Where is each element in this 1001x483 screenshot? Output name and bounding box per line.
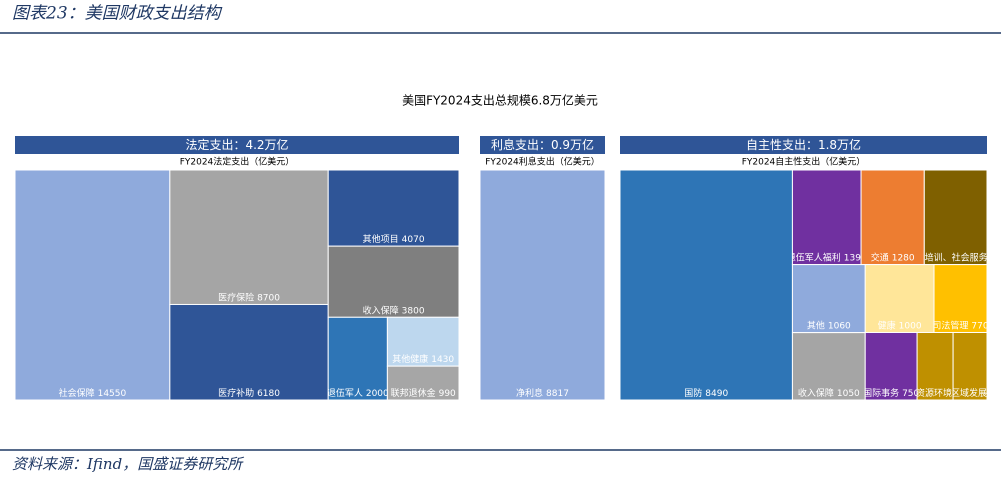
tile-value: 1000 bbox=[899, 321, 922, 331]
tile-label: 医疗补助 6180 bbox=[218, 387, 280, 399]
source: 资料来源：Ifind，国盛证券研究所 bbox=[12, 455, 244, 473]
panel-header-bar bbox=[480, 136, 605, 154]
tile-category: 其他 bbox=[807, 319, 825, 331]
treemap-tile bbox=[14, 169, 171, 401]
tile-category: 收入保障 bbox=[363, 304, 399, 316]
tile-label: 其他项目 4070 bbox=[363, 233, 425, 245]
treemap-tile bbox=[860, 169, 925, 266]
tile-category: 社会保障 bbox=[59, 387, 95, 399]
tile-category: 其他项目 bbox=[363, 233, 399, 245]
treemap-tile bbox=[169, 169, 329, 305]
tile-value: 750 bbox=[902, 389, 919, 399]
panel-title: 自主性支出：1.8万亿 bbox=[746, 137, 861, 152]
tile-label: 联邦退休金 990 bbox=[391, 387, 456, 399]
treemap-tile bbox=[791, 332, 866, 401]
treemap-tile bbox=[169, 303, 329, 401]
treemap-tile bbox=[864, 331, 918, 401]
tile-category: 教育、培训、社会服务 bbox=[898, 251, 988, 263]
tile-value: 8700 bbox=[257, 293, 280, 303]
tile-value: 1280 bbox=[892, 253, 915, 263]
tile-category: 社区区域发展 bbox=[933, 387, 987, 399]
treemap-tile bbox=[479, 169, 606, 401]
tile-label: 净利息 8817 bbox=[516, 387, 569, 399]
tile-value: 1430 bbox=[431, 355, 454, 365]
tile-category: 医疗补助 bbox=[218, 387, 254, 399]
tile-category: 联邦退休金 bbox=[391, 387, 436, 399]
page-title: 图表23：美国财政支出结构 bbox=[12, 4, 223, 24]
tile-value: 1060 bbox=[828, 321, 851, 331]
tile-label: 收入保障 1050 bbox=[798, 387, 860, 399]
tile-category: 收入保障 bbox=[798, 387, 834, 399]
tile-value: 6180 bbox=[257, 389, 280, 399]
tile-category: 国际事务 bbox=[863, 387, 899, 399]
tile-value: 1050 bbox=[837, 389, 860, 399]
tile-value: 8490 bbox=[705, 389, 728, 399]
treemap-tile bbox=[933, 264, 988, 333]
tile-category: 医疗保险 bbox=[218, 291, 254, 303]
tile-value: 1270 bbox=[991, 253, 1001, 263]
panel-header-bar bbox=[15, 136, 459, 154]
overall-title: 美国FY2024支出总规模6.8万亿美元 bbox=[402, 93, 598, 108]
tile-category: 自然资源环境 bbox=[898, 387, 952, 399]
panel-title: 利息支出：0.9万亿 bbox=[491, 137, 594, 152]
treemap-tile bbox=[619, 169, 793, 401]
tile-category: 国防 bbox=[684, 387, 702, 399]
treemap-tile bbox=[327, 245, 460, 318]
tile-value: 3800 bbox=[402, 306, 425, 316]
tile-label: 医疗保险 8700 bbox=[218, 291, 280, 303]
tile-category: 净利息 bbox=[516, 387, 543, 399]
tile-label: 其他 1060 bbox=[807, 319, 851, 331]
tile-value: 490 bbox=[990, 389, 1001, 399]
panel-subtitle: FY2024自主性支出（亿美元） bbox=[742, 156, 866, 168]
tile-value: 770 bbox=[971, 321, 988, 331]
tile-category: 健康 bbox=[878, 319, 896, 331]
panel-header-bar bbox=[620, 136, 987, 154]
treemap-tile bbox=[952, 331, 988, 401]
tile-value: 8817 bbox=[546, 389, 569, 399]
panel-subtitle: FY2024法定支出（亿美元） bbox=[180, 156, 295, 168]
tile-label: 教育、培训、社会服务1270 bbox=[898, 251, 1001, 263]
treemap-tile bbox=[923, 169, 988, 266]
tile-value: 990 bbox=[439, 389, 456, 399]
tile-category: 司法管理 bbox=[932, 319, 968, 331]
tile-label: 退伍军人福利 1390 bbox=[787, 251, 867, 263]
treemap-tile bbox=[386, 365, 460, 401]
panel-subtitle: FY2024利息支出（亿美元） bbox=[485, 156, 600, 168]
tile-value: 4070 bbox=[402, 235, 425, 245]
tile-label: 社区区域发展490 bbox=[933, 387, 1001, 399]
panel-title: 法定支出：4.2万亿 bbox=[185, 137, 288, 152]
tile-label: 健康 1000 bbox=[878, 319, 922, 331]
treemap-tile bbox=[327, 316, 388, 401]
tile-label: 交通 1280 bbox=[871, 251, 915, 263]
tile-label: 退伍军人 2000 bbox=[327, 388, 389, 399]
tile-label: 自然资源环境520 bbox=[898, 387, 972, 399]
treemap-tile bbox=[864, 264, 935, 333]
tile-value: 2000 bbox=[366, 389, 389, 399]
tile-category: 其他健康 bbox=[392, 353, 428, 365]
tile-category: 退伍军人 bbox=[327, 388, 363, 399]
tile-label: 司法管理 770 bbox=[932, 319, 988, 331]
treemap-tile bbox=[791, 264, 866, 334]
tile-category: 退伍军人福利 bbox=[787, 251, 841, 263]
treemap-tile bbox=[791, 169, 862, 266]
treemap-tile bbox=[327, 169, 460, 247]
treemap-tile bbox=[386, 316, 460, 367]
tile-label: 国际事务 750 bbox=[863, 387, 919, 399]
tile-label: 其他健康 1430 bbox=[392, 353, 454, 365]
tile-label: 国防 8490 bbox=[684, 387, 728, 399]
tile-value: 1390 bbox=[844, 253, 867, 263]
tile-label: 社会保障 14550 bbox=[59, 387, 127, 399]
tile-category: 交通 bbox=[871, 251, 889, 263]
tile-value: 14550 bbox=[98, 389, 127, 399]
tile-label: 收入保障 3800 bbox=[363, 304, 425, 316]
